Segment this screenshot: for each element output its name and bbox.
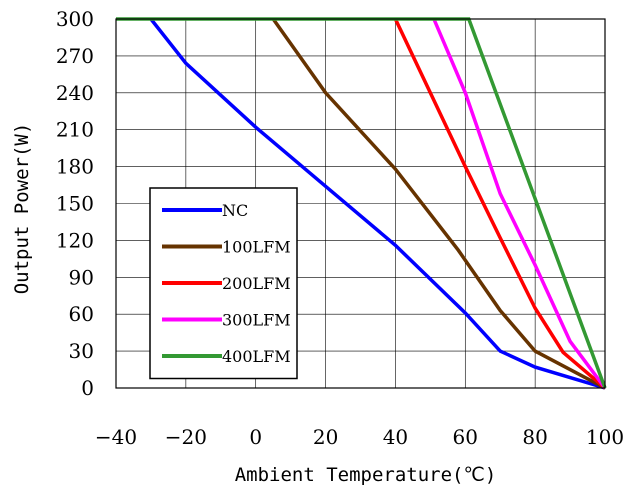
y-tick-label: 210	[56, 118, 94, 142]
x-axis-title: Ambient Temperature(℃)	[235, 464, 497, 486]
y-tick-labels: 0 30 60 90 120 150 180 210 240 270 300	[56, 7, 94, 400]
legend-label-nc: NC	[222, 201, 248, 220]
legend-label-100lfm: 100LFM	[222, 238, 291, 257]
x-tick-label: 0	[249, 425, 262, 449]
series-line-100lfm	[271, 17, 606, 390]
legend-label-400lfm: 400LFM	[222, 347, 291, 366]
legend: NC 100LFM 200LFM 300LFM 400LFM	[149, 187, 298, 380]
legend-label-200lfm: 200LFM	[222, 274, 291, 293]
y-tick-label: 180	[56, 155, 94, 179]
x-tick-label: 80	[522, 425, 547, 449]
x-tick-label: 60	[453, 425, 478, 449]
y-tick-label: 0	[81, 376, 94, 400]
legend-label-300lfm: 300LFM	[222, 311, 291, 330]
x-tick-label: 20	[313, 425, 338, 449]
x-tick-label: 100	[586, 425, 624, 449]
y-tick-label: 300	[56, 7, 94, 31]
y-tick-label: 90	[69, 265, 94, 289]
y-tick-label: 240	[56, 81, 94, 105]
y-tick-label: 60	[69, 302, 94, 326]
y-tick-label: 270	[56, 44, 94, 68]
y-tick-label: 30	[69, 339, 94, 363]
series-line-300lfm	[432, 18, 607, 390]
series-line-nc	[149, 17, 606, 390]
series-line-200lfm	[393, 18, 607, 390]
x-tick-label: −40	[95, 425, 137, 449]
x-tick-label: 40	[383, 425, 408, 449]
x-tick-labels: −40 −20 0 20 40 60 80 100	[95, 425, 624, 449]
y-tick-label: 120	[56, 228, 94, 252]
plot-area-frame	[115, 18, 606, 389]
y-tick-label: 150	[56, 192, 94, 216]
y-axis-title: Output Power(W)	[11, 123, 33, 295]
x-tick-label: −20	[165, 425, 207, 449]
